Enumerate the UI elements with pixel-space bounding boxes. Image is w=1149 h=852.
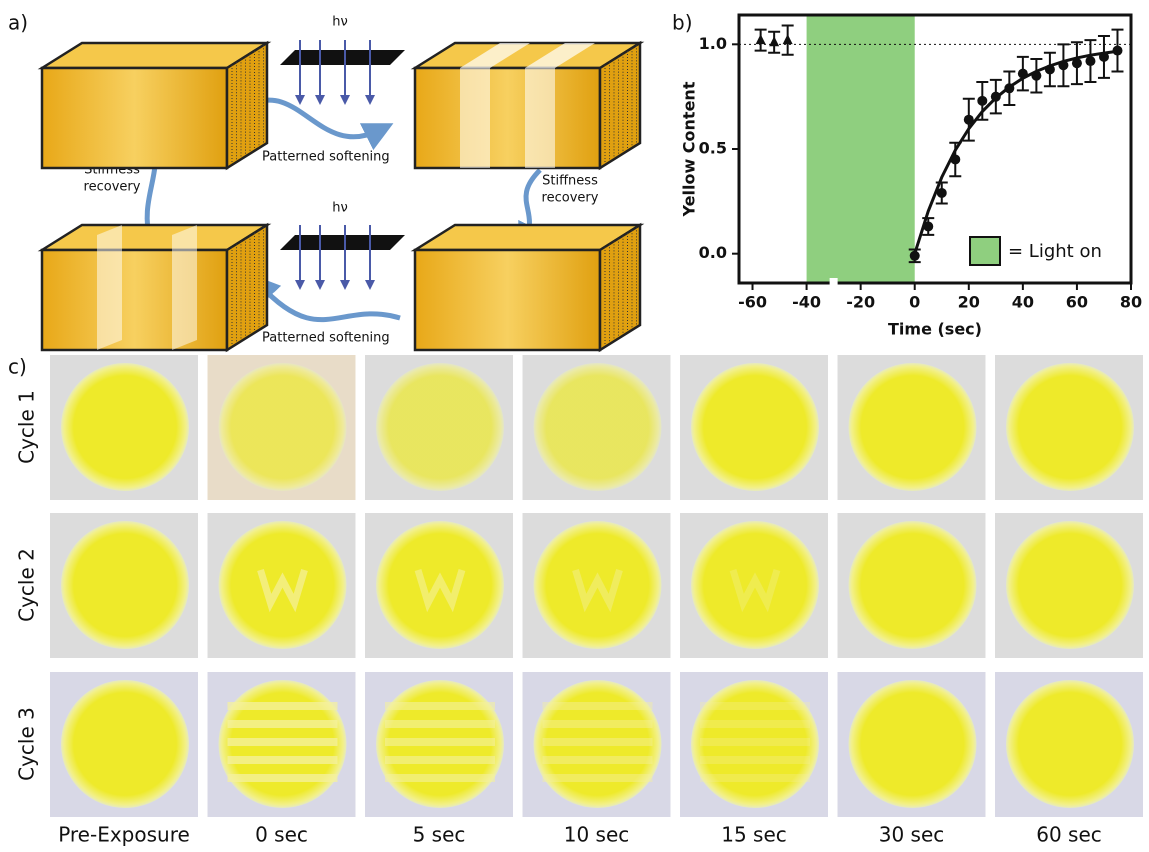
process-label: recovery — [542, 191, 599, 206]
figure: a) b) c) hν hν Patterned softening Patte… — [0, 0, 1149, 852]
softened-stripe — [543, 738, 653, 746]
sample-disc — [376, 363, 504, 491]
row-label: Cycle 3 — [15, 707, 39, 781]
soft-stripe — [460, 68, 490, 168]
process-label: Stiffness — [542, 174, 598, 189]
sample-disc — [1006, 363, 1134, 491]
point — [977, 96, 987, 106]
x-tick-label: 0 — [909, 293, 920, 312]
softened-stripe — [228, 738, 338, 746]
gel-block — [415, 225, 640, 350]
face — [415, 250, 600, 350]
column-label: 15 sec — [721, 823, 787, 847]
softened-stripe — [700, 756, 810, 764]
panel-label: a) — [8, 11, 28, 35]
chart: 0.0 0.5 1.0 -60 -40 -20 0 20 40 60 80 Time (sec) Yel… — [680, 15, 1143, 339]
sample-disc — [534, 363, 662, 491]
sample-disc — [219, 363, 347, 491]
softened-stripe — [385, 738, 495, 746]
panel-label: b) — [672, 11, 693, 35]
softened-stripe — [385, 756, 495, 764]
sample-disc — [849, 363, 977, 491]
column-label: Pre-Exposure — [58, 823, 190, 847]
point — [769, 36, 779, 46]
row-label: Cycle 2 — [15, 548, 39, 622]
y-tick-label: 1.0 — [699, 34, 727, 53]
y-tick-label: 0.0 — [699, 243, 727, 262]
column-label: 0 sec — [255, 823, 308, 847]
process-label: recovery — [84, 180, 141, 195]
softened-stripe — [228, 756, 338, 764]
sample-disc — [61, 363, 189, 491]
gel-block — [42, 225, 267, 350]
legend-swatch — [970, 237, 1000, 265]
axis-break — [830, 278, 838, 288]
softened-stripe — [700, 702, 810, 710]
x-tick-label: 40 — [1012, 293, 1034, 312]
point — [783, 34, 793, 44]
softened-stripe — [543, 720, 653, 728]
hv-label: hν — [332, 15, 348, 30]
face — [42, 68, 227, 168]
x-tick-label: 20 — [958, 293, 980, 312]
x-tick-label: 80 — [1120, 293, 1142, 312]
sample-disc — [849, 680, 977, 808]
softened-stripe — [385, 774, 495, 782]
softened-stripe — [700, 720, 810, 728]
sample-disc — [1006, 680, 1134, 808]
x-tick-label: 60 — [1066, 293, 1088, 312]
y-axis-title: Yellow Content — [680, 81, 699, 217]
softened-stripe — [543, 756, 653, 764]
row-label: Cycle 1 — [15, 390, 39, 464]
x-tick-label: -40 — [792, 293, 821, 312]
soft-w — [97, 225, 122, 350]
process-label: Patterned softening — [262, 331, 390, 346]
column-label: 10 sec — [564, 823, 630, 847]
point — [1085, 56, 1095, 66]
softened-stripe — [543, 702, 653, 710]
softened-stripe — [385, 720, 495, 728]
softened-stripe — [543, 774, 653, 782]
column-label: 60 sec — [1036, 823, 1102, 847]
column-label: 30 sec — [879, 823, 945, 847]
y-tick-label: 0.5 — [699, 139, 727, 158]
face — [415, 68, 600, 168]
softened-stripe — [228, 720, 338, 728]
sample-disc — [849, 521, 977, 649]
softened-stripe — [228, 702, 338, 710]
soft-w — [172, 225, 197, 350]
sample-disc — [61, 521, 189, 649]
x-tick-label: -20 — [846, 293, 875, 312]
soft-stripe — [525, 68, 555, 168]
sample-disc — [1006, 521, 1134, 649]
face — [42, 250, 227, 350]
image-grid: Cycle 1 Cycle 2 Cycle 3 Pre-Exposure 0 sec 5 … — [15, 355, 1144, 847]
sample-disc — [61, 680, 189, 808]
softened-stripe — [700, 738, 810, 746]
point — [756, 34, 766, 44]
schematic: hν hν Patterned softening Patterned soft… — [42, 15, 640, 351]
softened-stripe — [228, 774, 338, 782]
gel-block — [415, 43, 640, 168]
hv-label: hν — [332, 201, 348, 216]
gel-block — [42, 43, 267, 168]
softened-stripe — [700, 774, 810, 782]
process-label: Patterned softening — [262, 150, 390, 165]
softened-stripe — [385, 702, 495, 710]
light-region — [807, 15, 915, 283]
column-label: 5 sec — [413, 823, 466, 847]
x-axis-title: Time (sec) — [888, 320, 982, 339]
panel-label: c) — [8, 355, 27, 379]
legend-label: = Light on — [1008, 241, 1102, 262]
x-tick-label: -60 — [738, 293, 767, 312]
sample-disc — [691, 363, 819, 491]
